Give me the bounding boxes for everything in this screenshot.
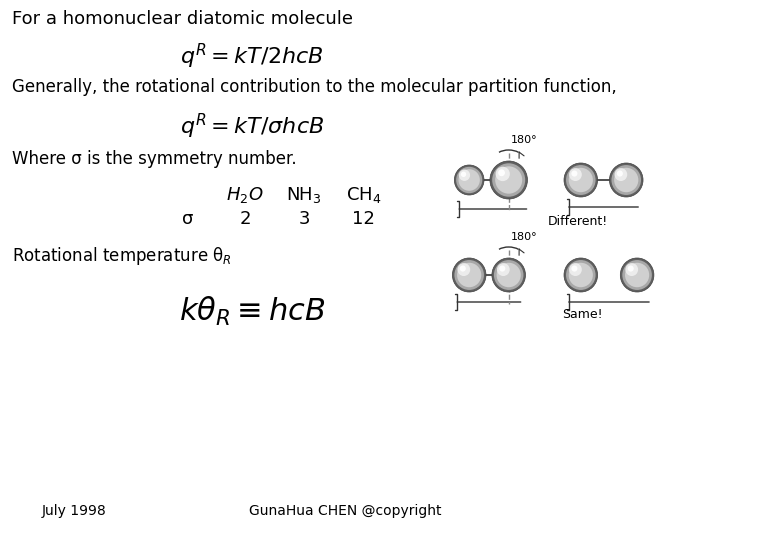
- Text: 3: 3: [299, 210, 310, 228]
- Circle shape: [569, 168, 593, 192]
- Circle shape: [499, 266, 505, 272]
- Circle shape: [459, 170, 470, 181]
- Circle shape: [566, 260, 596, 290]
- Circle shape: [492, 258, 526, 292]
- Circle shape: [622, 260, 652, 290]
- Circle shape: [490, 161, 527, 199]
- Text: GunaHua CHEN @copyright: GunaHua CHEN @copyright: [250, 504, 442, 518]
- Circle shape: [461, 172, 466, 177]
- Text: $k\theta_R \equiv hcB$: $k\theta_R \equiv hcB$: [179, 295, 325, 328]
- Text: Rotational temperature θ$_R$: Rotational temperature θ$_R$: [12, 245, 232, 267]
- Circle shape: [625, 263, 649, 287]
- Circle shape: [456, 167, 482, 193]
- Text: 2: 2: [239, 210, 250, 228]
- Text: Different!: Different!: [548, 215, 608, 228]
- Text: 12: 12: [352, 210, 375, 228]
- Circle shape: [614, 168, 638, 192]
- Circle shape: [498, 170, 505, 176]
- Circle shape: [569, 263, 582, 276]
- Circle shape: [564, 258, 597, 292]
- Circle shape: [459, 169, 480, 191]
- Circle shape: [455, 165, 484, 195]
- Text: 180°: 180°: [511, 135, 537, 145]
- Circle shape: [626, 263, 638, 276]
- Circle shape: [494, 260, 523, 290]
- Text: $H_2O$: $H_2O$: [226, 185, 264, 205]
- Circle shape: [617, 171, 623, 177]
- Circle shape: [495, 167, 510, 181]
- Circle shape: [612, 165, 641, 195]
- Circle shape: [615, 168, 627, 181]
- Text: For a homonuclear diatomic molecule: For a homonuclear diatomic molecule: [12, 10, 353, 28]
- Text: Same!: Same!: [562, 308, 603, 321]
- Text: July 1998: July 1998: [41, 504, 106, 518]
- Circle shape: [569, 168, 582, 181]
- Text: Where σ is the symmetry number.: Where σ is the symmetry number.: [12, 150, 296, 168]
- Text: $q^{R} = kT / 2hcB$: $q^{R} = kT / 2hcB$: [180, 42, 324, 71]
- Circle shape: [620, 258, 654, 292]
- Circle shape: [459, 266, 466, 272]
- Circle shape: [564, 163, 597, 197]
- Circle shape: [497, 263, 521, 287]
- Text: Generally, the rotational contribution to the molecular partition function,: Generally, the rotational contribution t…: [12, 78, 617, 96]
- Circle shape: [569, 263, 593, 287]
- Circle shape: [566, 165, 596, 195]
- Circle shape: [457, 263, 481, 287]
- Circle shape: [457, 263, 470, 276]
- Circle shape: [492, 163, 525, 197]
- Text: $q^{R} = kT / \sigma hcB$: $q^{R} = kT / \sigma hcB$: [180, 112, 324, 141]
- Circle shape: [497, 263, 509, 276]
- Text: CH$_4$: CH$_4$: [346, 185, 381, 205]
- Circle shape: [628, 266, 633, 272]
- Text: 180°: 180°: [511, 232, 537, 242]
- Circle shape: [495, 166, 522, 194]
- Circle shape: [609, 163, 643, 197]
- Circle shape: [452, 258, 486, 292]
- Circle shape: [572, 266, 577, 272]
- Circle shape: [572, 171, 577, 177]
- Text: NH$_3$: NH$_3$: [286, 185, 322, 205]
- Circle shape: [455, 260, 484, 290]
- Text: σ: σ: [182, 210, 193, 228]
